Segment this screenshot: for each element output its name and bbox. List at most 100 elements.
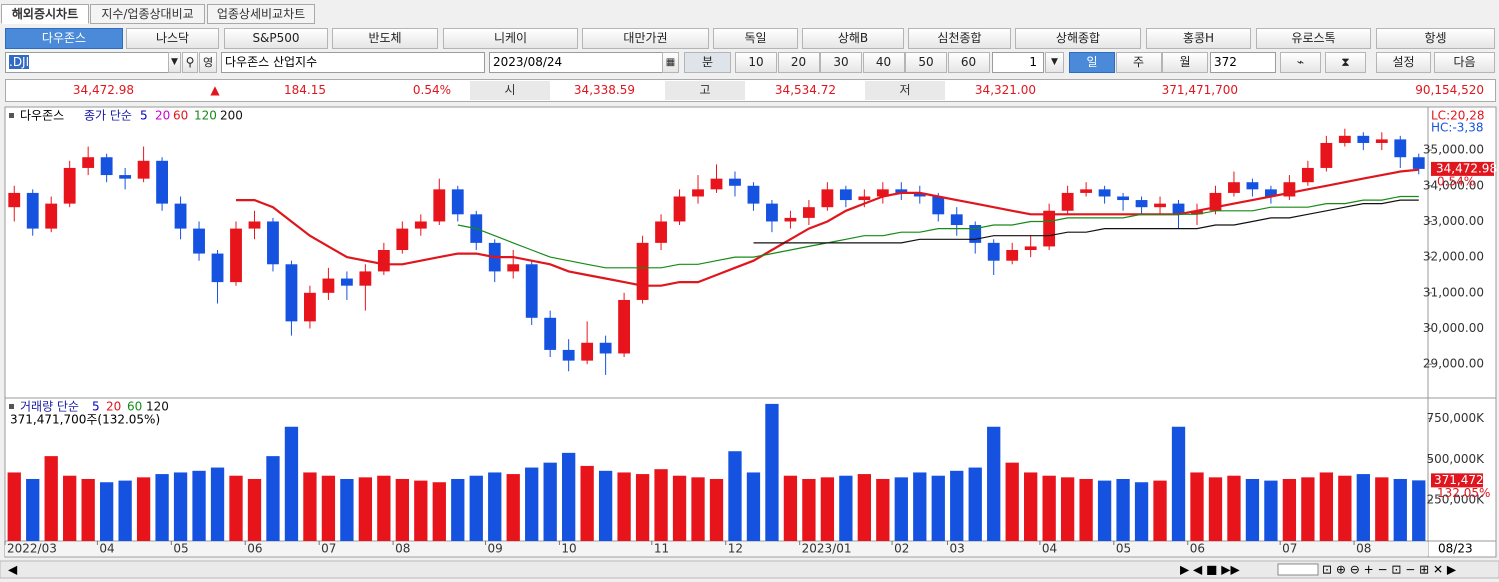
zoom-controls[interactable]: ⊡ ⊕ ⊖ + − ⊡ − ⊞ ✕ ▶ <box>1322 563 1457 577</box>
market-button[interactable]: 반도체 <box>332 28 438 49</box>
market-button[interactable]: 유로스톡 <box>1256 28 1371 49</box>
candle-body <box>119 175 132 179</box>
candle-body <box>1228 182 1240 193</box>
minute-option[interactable]: 50 <box>905 52 947 73</box>
candle-body <box>858 196 871 201</box>
date-input[interactable]: 2023/08/24 <box>489 52 663 73</box>
market-button[interactable]: 상해B <box>802 28 904 49</box>
scroll-left[interactable]: ◀ <box>8 563 18 577</box>
ma-line <box>457 195 1419 269</box>
volume-legend: 20 <box>106 400 121 414</box>
market-button[interactable]: 상해종합 <box>1015 28 1141 49</box>
candle-body <box>710 178 723 190</box>
y-tick-label: 35,000.00 <box>1423 143 1484 157</box>
candle-body <box>1098 189 1111 197</box>
market-button[interactable]: 나스닥 <box>126 28 219 49</box>
step-dropdown[interactable]: ▼ <box>1045 52 1064 73</box>
hc-label: HC:-3,38 <box>1431 121 1484 135</box>
market-button[interactable]: 대만가권 <box>582 28 709 49</box>
volume-bar <box>1375 477 1389 541</box>
low-label: 저 <box>865 81 945 100</box>
calendar-button[interactable]: ▦ <box>662 52 679 73</box>
x-tick-label: 12 <box>728 542 743 556</box>
market-button[interactable]: 독일 <box>713 28 798 49</box>
candle-body <box>766 203 778 222</box>
settings-button[interactable]: 설정 <box>1376 52 1431 73</box>
high-label: 고 <box>665 81 745 100</box>
candle-body <box>304 292 316 322</box>
volume-legend: 60 <box>127 400 142 414</box>
line-style-button[interactable]: ⌁ <box>1280 52 1321 73</box>
volume-bar <box>1005 462 1019 541</box>
foreign-button[interactable]: 영 <box>199 52 217 73</box>
candle-body <box>1135 200 1148 208</box>
candle-body <box>950 214 963 226</box>
tab[interactable]: 지수/업종상대비교 <box>90 4 205 24</box>
y-tick-label: 30,000.00 <box>1423 321 1484 335</box>
minute-option[interactable]: 40 <box>862 52 905 73</box>
volume-bar <box>229 475 243 541</box>
volume-bar <box>118 480 132 541</box>
volume-bar <box>950 470 964 541</box>
x-tick-label: 04 <box>99 542 114 556</box>
minute-option[interactable]: 30 <box>820 52 862 73</box>
volume-info: 371,471,700주(132.05%) <box>10 413 160 427</box>
name-input[interactable]: 다우존스 산업지수 <box>221 52 485 73</box>
candle-style-button[interactable]: ⧗ <box>1325 52 1366 73</box>
zoom-slider[interactable] <box>1277 563 1319 576</box>
market-button[interactable]: 심천종합 <box>908 28 1011 49</box>
x-axis-band <box>5 542 1428 556</box>
volume-bar <box>469 475 483 541</box>
volume-bar <box>1134 482 1149 541</box>
candle-body <box>932 196 945 215</box>
minute-option[interactable]: 10 <box>735 52 777 73</box>
quote-change-pct: 0.54% <box>412 83 451 97</box>
volume-legend: 5 <box>92 400 100 414</box>
tab[interactable]: 해외증시차트 <box>1 4 89 24</box>
market-button[interactable]: 항셍 <box>1376 28 1495 49</box>
volume-bar <box>1116 478 1130 541</box>
market-button[interactable]: 홍콩H <box>1146 28 1251 49</box>
next-button[interactable]: 다음 <box>1434 52 1495 73</box>
search-button[interactable]: ⚲ <box>182 52 198 73</box>
volume-bar <box>155 474 169 541</box>
x-tick-label: 07 <box>1282 542 1297 556</box>
period-button[interactable]: 월 <box>1162 52 1208 73</box>
volume-bar <box>968 467 982 541</box>
volume-bar <box>598 470 613 541</box>
scrollbar[interactable] <box>0 560 1499 579</box>
y-tick-label: 32,000.00 <box>1423 250 1484 264</box>
volume-bar <box>1079 478 1093 541</box>
market-button[interactable]: S&P500 <box>224 28 328 49</box>
period-button[interactable]: 주 <box>1115 52 1162 73</box>
last-price-box <box>1431 161 1494 176</box>
minute-button[interactable]: 분 <box>684 52 731 73</box>
tab[interactable]: 업종상세비교차트 <box>207 4 315 24</box>
candle-body <box>322 278 335 293</box>
candle-body <box>987 242 1000 261</box>
minute-option[interactable]: 60 <box>947 52 990 73</box>
market-button[interactable]: 니케이 <box>443 28 578 49</box>
volume-bar <box>802 478 816 541</box>
lc-label: LC:20,28 <box>1431 109 1484 123</box>
playback-controls[interactable]: ▶ ◀ ■ ▶▶ <box>1180 563 1240 577</box>
candle-body <box>100 157 113 176</box>
step-input[interactable]: 1 <box>992 52 1044 73</box>
code-dropdown[interactable]: ▼ <box>168 52 181 73</box>
period-button[interactable]: 일 <box>1069 52 1115 73</box>
candle-body <box>895 189 908 193</box>
minute-option[interactable]: 20 <box>777 52 820 73</box>
quote-volume: 371,471,700 <box>1161 83 1238 97</box>
market-button[interactable]: 다우존스 <box>5 28 123 49</box>
x-tick-label: 08 <box>1356 542 1371 556</box>
y-tick-label: 34,000.00 <box>1423 178 1484 192</box>
candle-body <box>1154 203 1166 208</box>
volume-bar <box>894 477 908 541</box>
volume-bar <box>358 477 373 541</box>
candle-body <box>1117 196 1129 201</box>
count-input[interactable]: 372 <box>1210 52 1276 73</box>
volume-bar <box>691 477 705 541</box>
quote-last: 34,472.98 <box>72 83 134 97</box>
candle-body <box>396 228 409 251</box>
